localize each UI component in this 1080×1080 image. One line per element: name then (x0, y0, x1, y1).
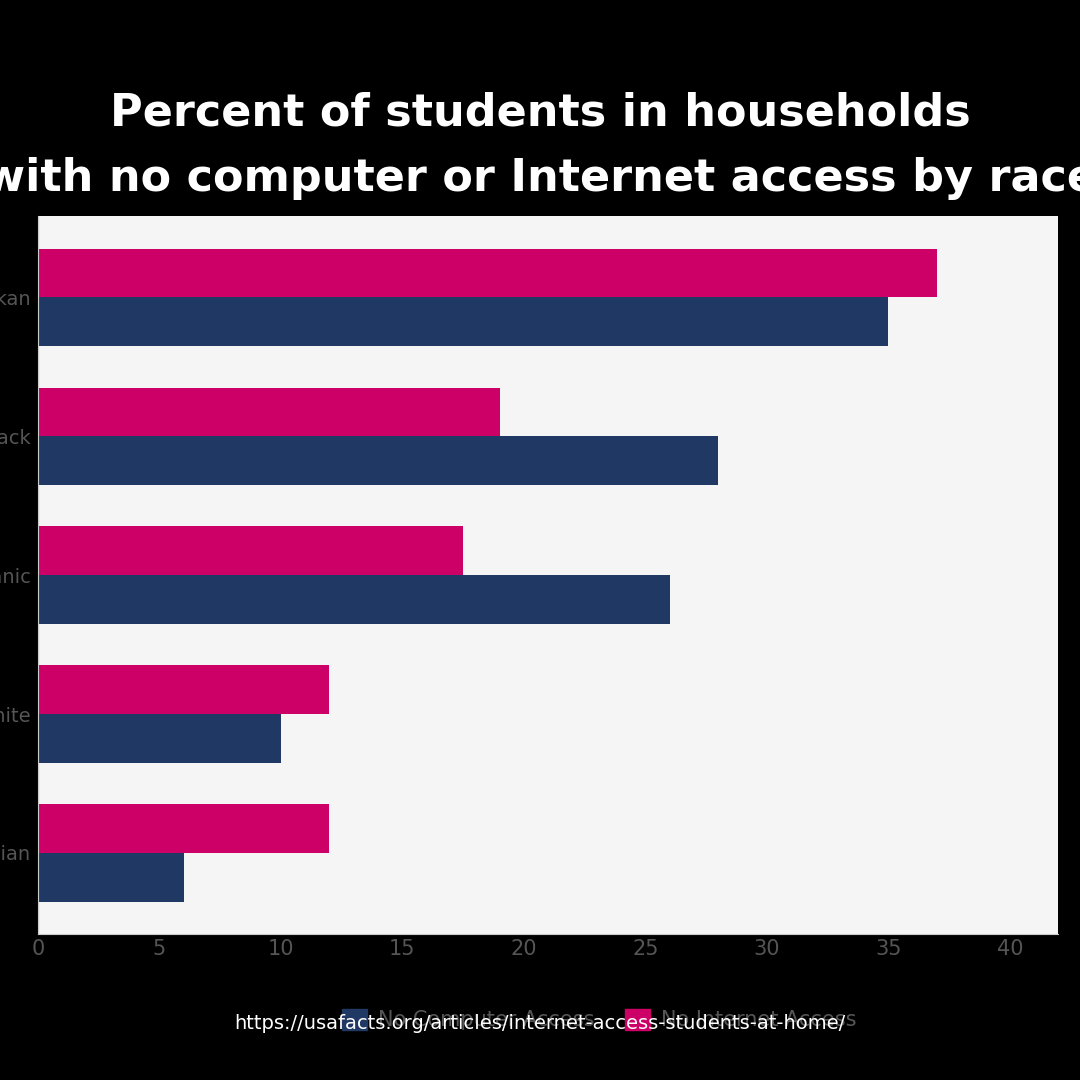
Bar (38, 714, 281, 762)
Text: Percent of students in households: Percent of students in households (110, 92, 970, 135)
Bar (38, 665, 329, 714)
Bar (38, 436, 718, 485)
Text: with no computer or Internet access by race: with no computer or Internet access by r… (0, 157, 1080, 200)
Bar (38, 297, 888, 346)
Bar (38, 526, 463, 575)
Bar (38, 575, 670, 624)
Bar (38, 805, 329, 853)
Legend: No Computer Access, No Internet Access: No Computer Access, No Internet Access (334, 1000, 864, 1039)
Bar (38, 853, 184, 902)
Text: https://usafacts.org/articles/internet-access-students-at-home/: https://usafacts.org/articles/internet-a… (234, 1014, 846, 1034)
Bar (38, 248, 937, 297)
Bar (38, 388, 499, 436)
